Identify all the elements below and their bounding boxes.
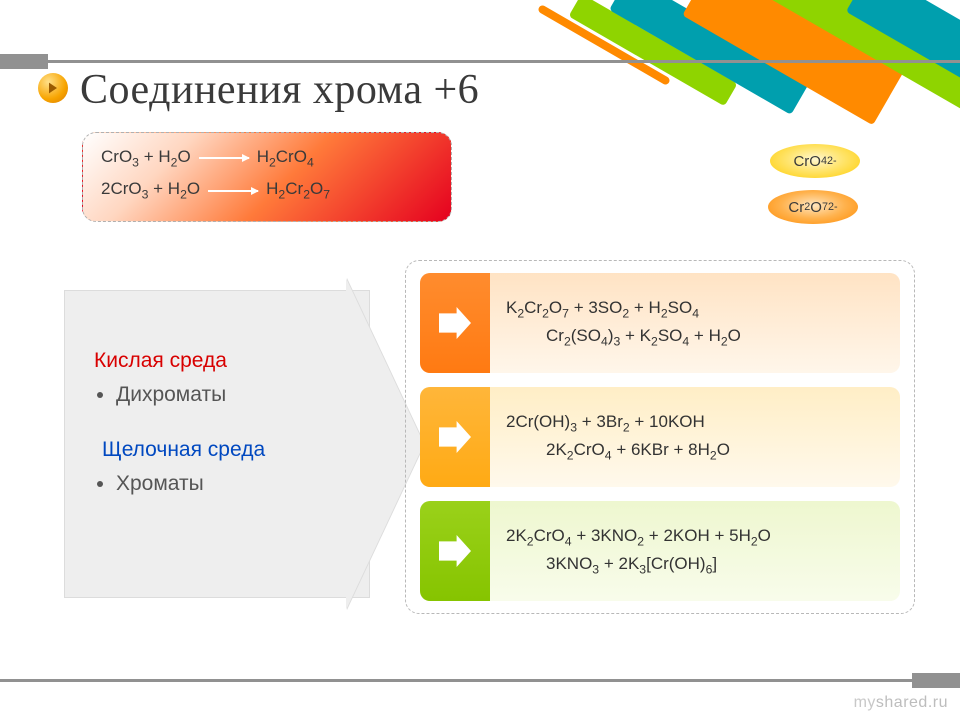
top-divider: [0, 60, 960, 63]
reaction-line2: Cr2(SO4)3 + K2SO4 + H2O: [506, 323, 884, 351]
reaction-arrow-icon: [199, 157, 249, 159]
equation-row: CrO3 + H2O H2CrO4: [101, 147, 433, 169]
reaction-line1: 2K2CrO4 + 3KNO2 + 2KOH + 5H2O: [506, 523, 884, 551]
ion-pill: CrO42-: [770, 144, 860, 178]
media-panel: Кислая среда Дихроматы Щелочная среда Хр…: [64, 290, 370, 598]
arrow-right-icon: [45, 80, 61, 96]
equation-rhs: H2CrO4: [257, 147, 314, 169]
equation-lhs: CrO3 + H2O: [101, 147, 191, 169]
reaction-line1: K2Cr2O7 + 3SO2 + H2SO4: [506, 295, 884, 323]
ion-pill: Cr2O72-: [768, 190, 858, 224]
block-arrow-icon: [439, 421, 471, 453]
acid-item: Дихроматы: [116, 378, 350, 412]
block-arrow-icon: [439, 307, 471, 339]
reaction-line2: 3KNO3 + 2K3[Cr(OH)6]: [506, 551, 884, 579]
reaction-item: K2Cr2O7 + 3SO2 + H2SO4Cr2(SO4)3 + K2SO4 …: [420, 273, 900, 373]
equation-rhs: H2Cr2O7: [266, 179, 330, 201]
reaction-tab: [420, 501, 490, 601]
acid-label: Кислая среда: [94, 344, 350, 378]
block-arrow-icon: [439, 535, 471, 567]
reaction-item: 2K2CrO4 + 3KNO2 + 2KOH + 5H2O3KNO3 + 2K3…: [420, 501, 900, 601]
watermark: myshared.ru: [854, 694, 948, 712]
reaction-body: K2Cr2O7 + 3SO2 + H2SO4Cr2(SO4)3 + K2SO4 …: [490, 285, 900, 360]
reaction-body: 2Cr(OH)3 + 3Br2 + 10KOH2K2CrO4 + 6KBr + …: [490, 399, 900, 474]
watermark-domain: shared.ru: [876, 694, 948, 711]
slide-title: Соединения хрома +6: [80, 66, 479, 114]
equation-row: 2CrO3 + H2O H2Cr2O7: [101, 179, 433, 201]
reaction-tab: [420, 273, 490, 373]
reaction-tab: [420, 387, 490, 487]
reaction-line1: 2Cr(OH)3 + 3Br2 + 10KOH: [506, 409, 884, 437]
equation-box: CrO3 + H2O H2CrO4 2CrO3 + H2O H2Cr2O7: [82, 132, 452, 222]
reaction-item: 2Cr(OH)3 + 3Br2 + 10KOH2K2CrO4 + 6KBr + …: [420, 387, 900, 487]
reaction-body: 2K2CrO4 + 3KNO2 + 2KOH + 5H2O3KNO3 + 2K3…: [490, 513, 900, 588]
reactions-container: K2Cr2O7 + 3SO2 + H2SO4Cr2(SO4)3 + K2SO4 …: [405, 260, 915, 614]
slide: Соединения хрома +6 CrO3 + H2O H2CrO4 2CrO…: [0, 0, 960, 720]
title-bullet-icon: [38, 73, 68, 103]
watermark-prefix: my: [854, 694, 876, 711]
reaction-line2: 2K2CrO4 + 6KBr + 8H2O: [506, 437, 884, 465]
equation-lhs: 2CrO3 + H2O: [101, 179, 200, 201]
alkaline-label: Щелочная среда: [94, 433, 350, 467]
reaction-arrow-icon: [208, 190, 258, 192]
footer-divider: [0, 679, 960, 682]
alkaline-item: Хроматы: [116, 467, 350, 501]
